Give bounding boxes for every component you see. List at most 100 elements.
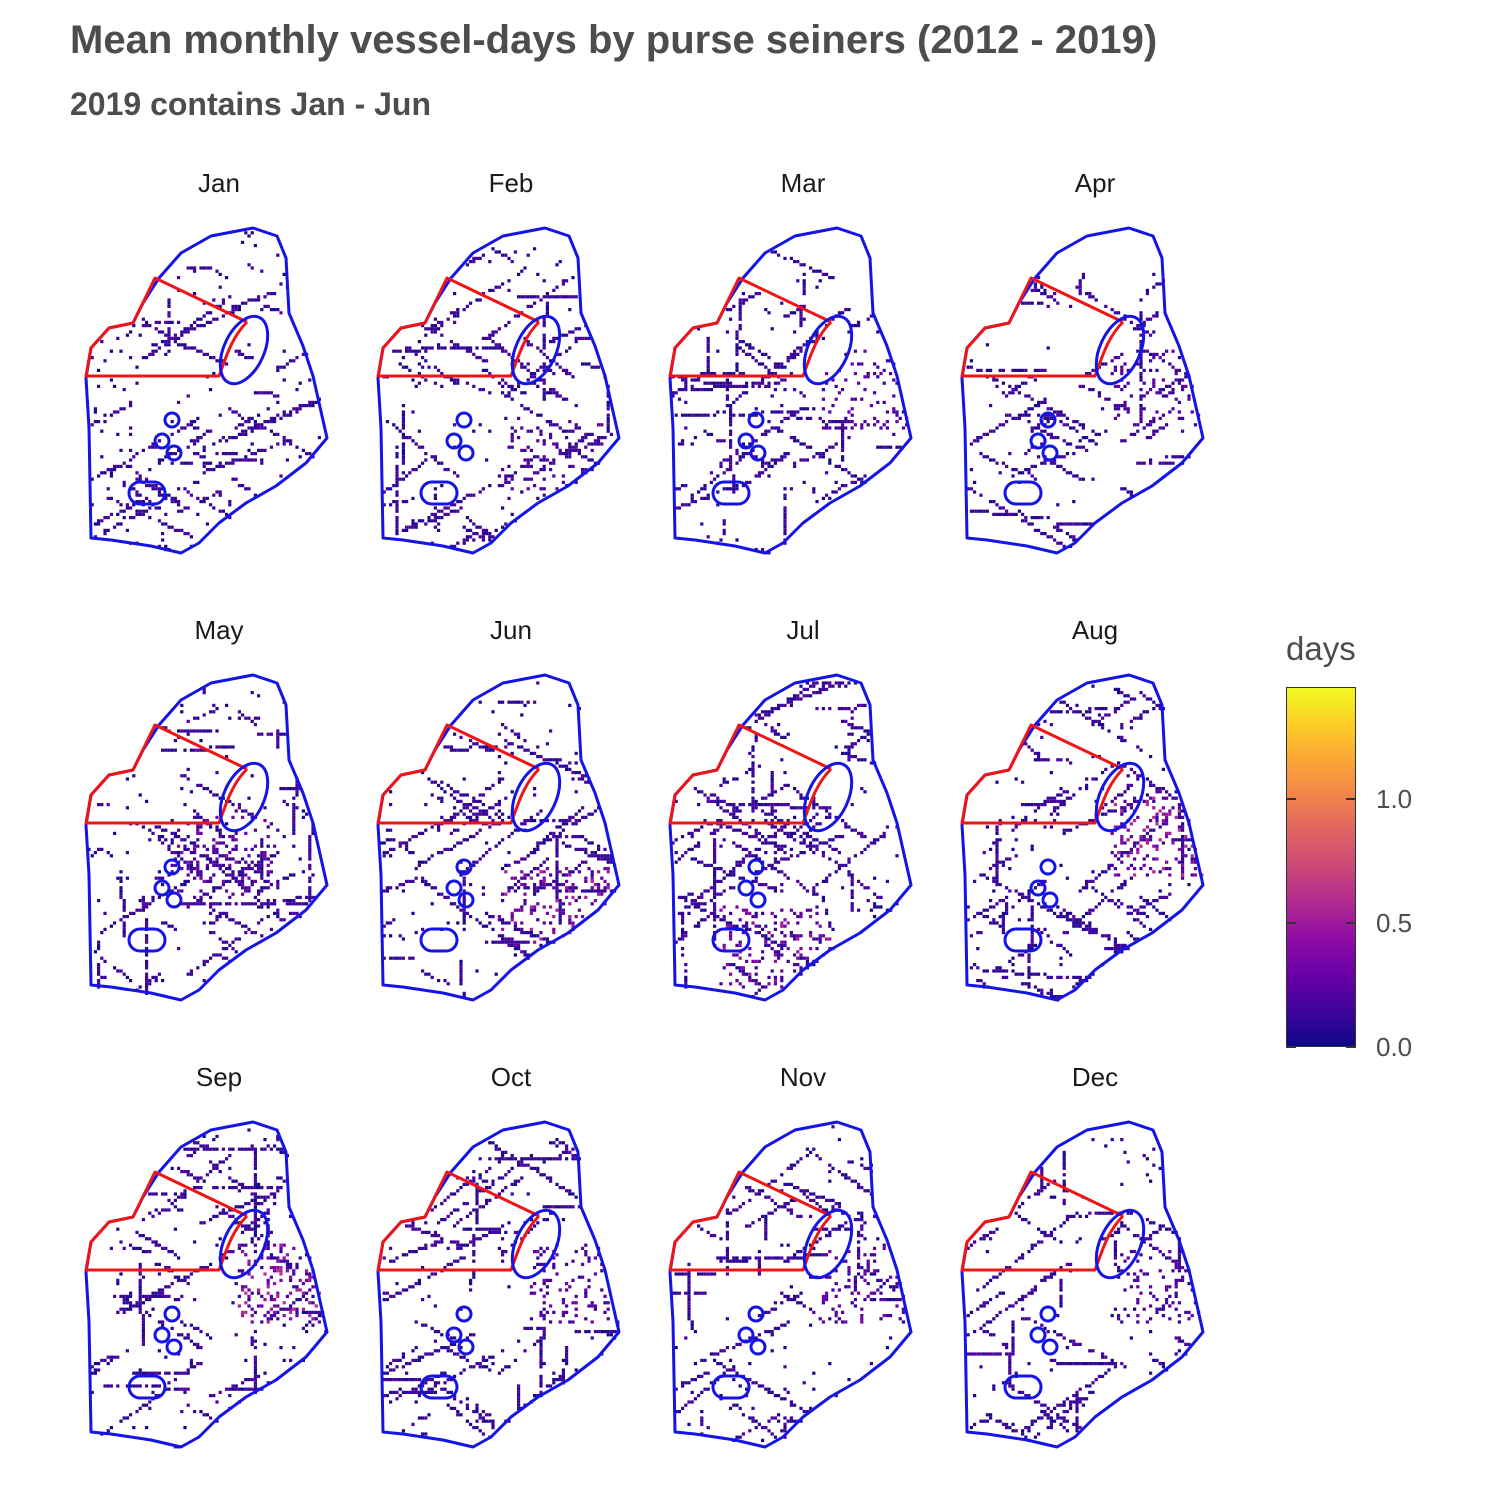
effort-cell: [170, 863, 174, 867]
effort-cell: [793, 349, 797, 353]
effort-cell: [453, 381, 457, 385]
effort-cell: [193, 867, 197, 871]
effort-cell: [266, 886, 270, 890]
effort-cell: [183, 330, 187, 334]
effort-cell: [1059, 410, 1063, 414]
effort-cell: [456, 541, 460, 545]
effort-cell: [183, 774, 187, 778]
effort-cell: [735, 979, 739, 983]
effort-cell: [1053, 809, 1057, 813]
effort-cell: [1072, 452, 1076, 456]
effort-cell: [513, 921, 517, 925]
effort-cell: [577, 847, 581, 851]
effort-cell: [780, 975, 784, 979]
effort-cell: [973, 509, 977, 513]
effort-cell: [796, 694, 800, 698]
effort-cell: [565, 764, 569, 768]
effort-cell: [982, 851, 986, 855]
effort-cell: [876, 838, 880, 842]
effort-cell: [1001, 461, 1005, 465]
effort-cell: [841, 423, 845, 427]
effort-cell: [433, 455, 437, 459]
effort-cell: [847, 471, 851, 475]
effort-cell: [754, 911, 758, 915]
effort-cell: [1037, 988, 1041, 992]
effort-cell: [770, 726, 774, 730]
effort-cell: [713, 844, 717, 848]
effort-cell: [709, 831, 713, 835]
effort-cell: [706, 372, 710, 376]
effort-cell: [735, 828, 739, 832]
effort-cell: [520, 490, 524, 494]
effort-cell: [462, 308, 466, 312]
effort-cell: [260, 426, 264, 430]
effort-cell: [1056, 436, 1060, 440]
effort-cell: [132, 516, 136, 520]
effort-cell: [681, 439, 685, 443]
effort-cell: [536, 847, 540, 851]
effort-cell: [1168, 384, 1172, 388]
effort-cell: [269, 854, 273, 858]
effort-cell: [793, 911, 797, 915]
effort-cell: [491, 927, 495, 931]
closure-area-boundary: [668, 276, 833, 378]
effort-cell: [186, 327, 190, 331]
effort-cell: [1008, 384, 1012, 388]
effort-cell: [205, 352, 209, 356]
effort-cell: [199, 266, 203, 270]
effort-cell: [738, 311, 742, 315]
effort-cell: [561, 282, 565, 286]
effort-cell: [225, 362, 229, 366]
effort-cell: [831, 378, 835, 382]
effort-cell: [757, 764, 761, 768]
effort-cell: [481, 346, 485, 350]
effort-cell: [443, 468, 447, 472]
effort-cell: [561, 429, 565, 433]
effort-cell: [748, 854, 752, 858]
effort-cell: [825, 908, 829, 912]
effort-cell: [539, 429, 543, 433]
effort-cell: [885, 420, 889, 424]
effort-cell: [850, 732, 854, 736]
effort-cell: [209, 902, 213, 906]
effort-cell: [719, 819, 723, 823]
effort-cell: [581, 471, 585, 475]
effort-cell: [263, 448, 267, 452]
effort-cell: [844, 416, 848, 420]
islet-boundary: [737, 432, 755, 450]
effort-cell: [1053, 436, 1057, 440]
effort-cell: [966, 487, 970, 491]
effort-cell: [433, 458, 437, 462]
effort-cell: [995, 844, 999, 848]
effort-cell: [1078, 384, 1082, 388]
effort-cell: [462, 838, 466, 842]
effort-cell: [308, 867, 312, 871]
effort-cell: [722, 519, 726, 523]
effort-cell: [453, 423, 457, 427]
effort-cell: [244, 809, 248, 813]
effort-cell: [558, 870, 562, 874]
effort-cell: [202, 691, 206, 695]
effort-cell: [597, 889, 601, 893]
island-boundary: [802, 314, 854, 386]
effort-cell: [738, 803, 742, 807]
islet-boundary: [153, 879, 171, 897]
effort-cell: [266, 732, 270, 736]
effort-cell: [1078, 439, 1082, 443]
effort-cell: [250, 774, 254, 778]
effort-cell: [453, 748, 457, 752]
effort-cell: [837, 311, 841, 315]
effort-cell: [793, 436, 797, 440]
effort-cell: [414, 522, 418, 526]
effort-cell: [257, 694, 261, 698]
effort-cell: [561, 883, 565, 887]
effort-cell: [722, 458, 726, 462]
effort-cell: [1117, 899, 1121, 903]
effort-cell: [132, 324, 136, 328]
effort-cell: [722, 966, 726, 970]
effort-cell: [488, 532, 492, 536]
effort-cell: [1049, 535, 1053, 539]
effort-cell: [151, 442, 155, 446]
effort-cell: [783, 314, 787, 318]
effort-cell: [202, 352, 206, 356]
